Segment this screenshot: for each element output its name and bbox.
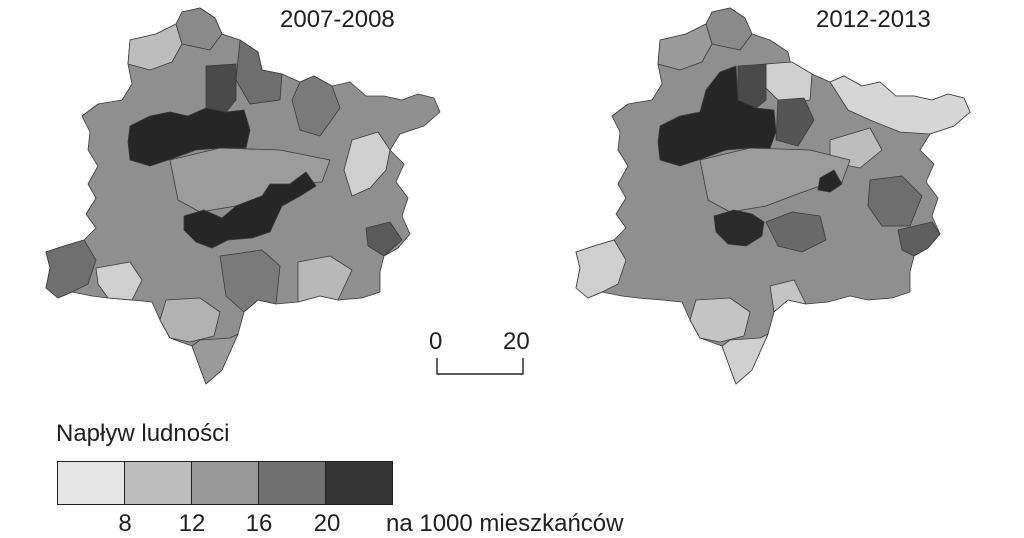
district-north	[175, 7, 223, 51]
legend-swatch	[192, 462, 259, 504]
map-panel-2012-2013: 2012-2013	[530, 0, 1000, 395]
district-south-west-light	[95, 261, 143, 301]
legend-color-bar	[57, 461, 393, 505]
scale-bar: 0 20	[425, 328, 545, 380]
district-east-mid	[867, 175, 923, 227]
urban-core-north	[127, 107, 251, 167]
district-south-east	[297, 255, 353, 303]
scale-bar-line	[436, 358, 524, 375]
legend-swatch	[125, 462, 192, 504]
urban-core-south	[183, 171, 317, 249]
district-north-dark	[737, 63, 767, 109]
urban-core-north	[657, 65, 777, 167]
district-west	[45, 239, 97, 299]
district-far-south	[721, 333, 769, 385]
district-north-east-dark	[775, 97, 815, 147]
district-south-center	[219, 249, 281, 313]
urban-core-east	[817, 169, 843, 193]
district-north-east-light	[829, 75, 971, 135]
choropleth-map-2012-2013	[575, 7, 971, 385]
district-north	[705, 7, 753, 51]
legend-break-label: 20	[313, 510, 341, 537]
district-east-dark	[365, 221, 403, 257]
legend-break-label: 16	[245, 510, 273, 537]
district-east-light	[343, 131, 391, 197]
legend-break-label: 12	[178, 510, 206, 537]
district-south	[159, 297, 221, 343]
legend-break-label: 8	[118, 510, 132, 537]
legend-title: Napływ ludności	[56, 420, 230, 447]
map-title: 2012-2013	[816, 6, 931, 33]
legend-unit: na 1000 mieszkańców	[386, 510, 624, 537]
district-east	[291, 75, 341, 137]
district-south-center	[765, 211, 827, 253]
scale-end-label: 20	[503, 328, 530, 355]
legend-swatch	[326, 462, 392, 504]
district-north-west	[127, 23, 183, 71]
district-north-dark	[205, 63, 237, 113]
legend-swatch	[58, 462, 125, 504]
district-west-light	[575, 239, 627, 299]
legend-swatch	[259, 462, 326, 504]
district-north-west	[657, 23, 713, 71]
district-south	[689, 297, 751, 343]
choropleth-map-2007-2008	[45, 7, 441, 385]
map-panel-2007-2008: 2007-2008	[0, 0, 470, 395]
district-north-center-mid	[235, 39, 283, 105]
map-title: 2007-2008	[280, 6, 395, 33]
scale-start-label: 0	[429, 328, 443, 355]
urban-core-south	[713, 209, 765, 247]
district-far-south	[191, 333, 239, 385]
district-east-far	[897, 221, 941, 257]
district-south-east	[769, 279, 807, 313]
